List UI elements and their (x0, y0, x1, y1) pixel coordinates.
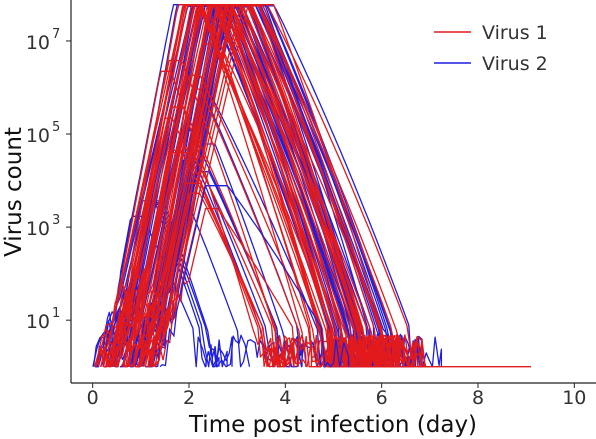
x-tick-label: 8 (472, 387, 484, 409)
y-tick-exponent: 5 (52, 120, 60, 135)
x-tick-label: 4 (279, 387, 291, 409)
series-line (147, 4, 388, 368)
series-line (149, 4, 430, 368)
y-tick-label: 10 (26, 32, 50, 54)
series-line (103, 4, 348, 368)
trace-group (92, 4, 531, 369)
y-tick-exponent: 7 (52, 27, 60, 42)
series-line (126, 88, 336, 368)
series-line (142, 4, 426, 368)
series-line (124, 4, 380, 368)
y-tick-base: 10 (26, 125, 50, 147)
legend: Virus 1 Virus 2 (434, 22, 548, 75)
series-line (138, 170, 285, 368)
series-line (94, 59, 295, 368)
series-line (110, 4, 394, 368)
y-tick-label: 10 (26, 311, 50, 333)
series-line (146, 4, 414, 368)
series-line (116, 4, 336, 368)
y-axis-title: Virus count (1, 127, 27, 257)
x-tick-label: 10 (562, 387, 586, 409)
series-line (123, 4, 399, 368)
axes-frame (70, 0, 596, 384)
series-line (114, 4, 336, 368)
series-line (145, 5, 443, 368)
series-line (103, 4, 358, 368)
series-line (136, 4, 423, 368)
y-tick-base: 10 (26, 218, 50, 240)
series-line (140, 192, 295, 368)
x-axis-title: Time post infection (day) (188, 412, 477, 438)
series-line (147, 4, 385, 368)
y-tick-base: 10 (26, 311, 50, 333)
y-tick-label: 10 (26, 218, 50, 240)
y-tick-exponent: 3 (52, 213, 60, 228)
legend-label: Virus 2 (482, 53, 548, 75)
series-line (155, 143, 307, 368)
y-tick-exponent: 1 (52, 306, 60, 321)
series-line (94, 70, 284, 368)
y-tick-base: 10 (26, 32, 50, 54)
legend-label: Virus 1 (482, 22, 548, 44)
series-line (95, 4, 336, 368)
series-line (123, 4, 351, 368)
x-tick-group: 0 2 4 6 8 10 (87, 383, 586, 409)
x-tick-label: 6 (376, 387, 388, 409)
series-line (108, 4, 341, 367)
series-line (126, 4, 404, 368)
series-line (159, 185, 350, 369)
series-line (107, 117, 298, 368)
y-tick-label: 10 (26, 125, 50, 147)
x-tick-label: 2 (183, 387, 195, 409)
series-line (115, 74, 338, 368)
series-line (147, 4, 422, 368)
x-tick-label: 0 (87, 387, 99, 409)
